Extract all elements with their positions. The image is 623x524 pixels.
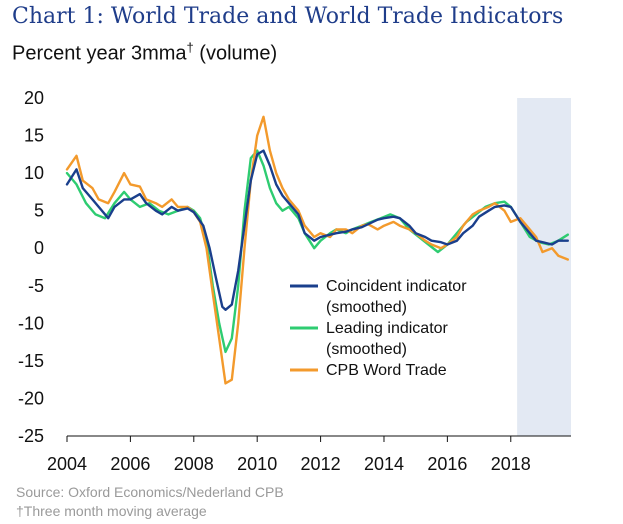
y-tick-label: 0 bbox=[34, 238, 44, 258]
subtitle-text: Percent year 3mma bbox=[12, 42, 187, 65]
cpb-world-trade-line bbox=[65, 115, 569, 385]
chart-title: Chart 1: World Trade and World Trade Ind… bbox=[12, 4, 564, 29]
legend-coincident-label: (smoothed) bbox=[326, 299, 407, 316]
x-tick-label: 2018 bbox=[491, 454, 531, 474]
legend-leading-label: (smoothed) bbox=[326, 341, 407, 358]
y-tick-label: -25 bbox=[18, 426, 44, 446]
x-tick-label: 2006 bbox=[110, 454, 150, 474]
forecast-shaded-region bbox=[517, 98, 571, 436]
x-tick-label: 2012 bbox=[301, 454, 341, 474]
source-note: Source: Oxford Economics/Nederland CPB bbox=[16, 484, 284, 500]
forecast-shade-layer bbox=[517, 98, 571, 436]
y-tick-label: 15 bbox=[24, 126, 44, 146]
y-tick-label: -5 bbox=[28, 276, 44, 296]
legend-leading-label: Leading indicator bbox=[326, 320, 449, 337]
subtitle-dagger: † bbox=[186, 40, 194, 55]
y-tick-label: 10 bbox=[24, 163, 44, 183]
x-tick-label: 2008 bbox=[174, 454, 214, 474]
legend-cpb-label: CPB Word Trade bbox=[326, 362, 447, 379]
x-tick-label: 2016 bbox=[427, 454, 467, 474]
footnote: †Three month moving average bbox=[16, 503, 207, 519]
subtitle-volume: (volume) bbox=[193, 42, 278, 65]
y-tick-label: -20 bbox=[18, 388, 44, 408]
x-tick-label: 2010 bbox=[237, 454, 277, 474]
leading-indicator-line bbox=[65, 149, 569, 354]
y-tick-label: -15 bbox=[18, 351, 44, 371]
x-tick-label: 2004 bbox=[47, 454, 87, 474]
legend: Coincident indicator (smoothed) Leading in… bbox=[290, 278, 467, 379]
coincident-indicator-line bbox=[65, 149, 569, 311]
series-layer bbox=[65, 115, 569, 385]
chart-subtitle: Percent year 3mma† (volume) bbox=[12, 40, 277, 66]
y-tick-label: -10 bbox=[18, 313, 44, 333]
y-tick-label: 5 bbox=[34, 201, 44, 221]
y-tick-label: 20 bbox=[24, 88, 44, 108]
legend-coincident-label: Coincident indicator bbox=[326, 278, 467, 295]
x-tick-label: 2014 bbox=[364, 454, 404, 474]
